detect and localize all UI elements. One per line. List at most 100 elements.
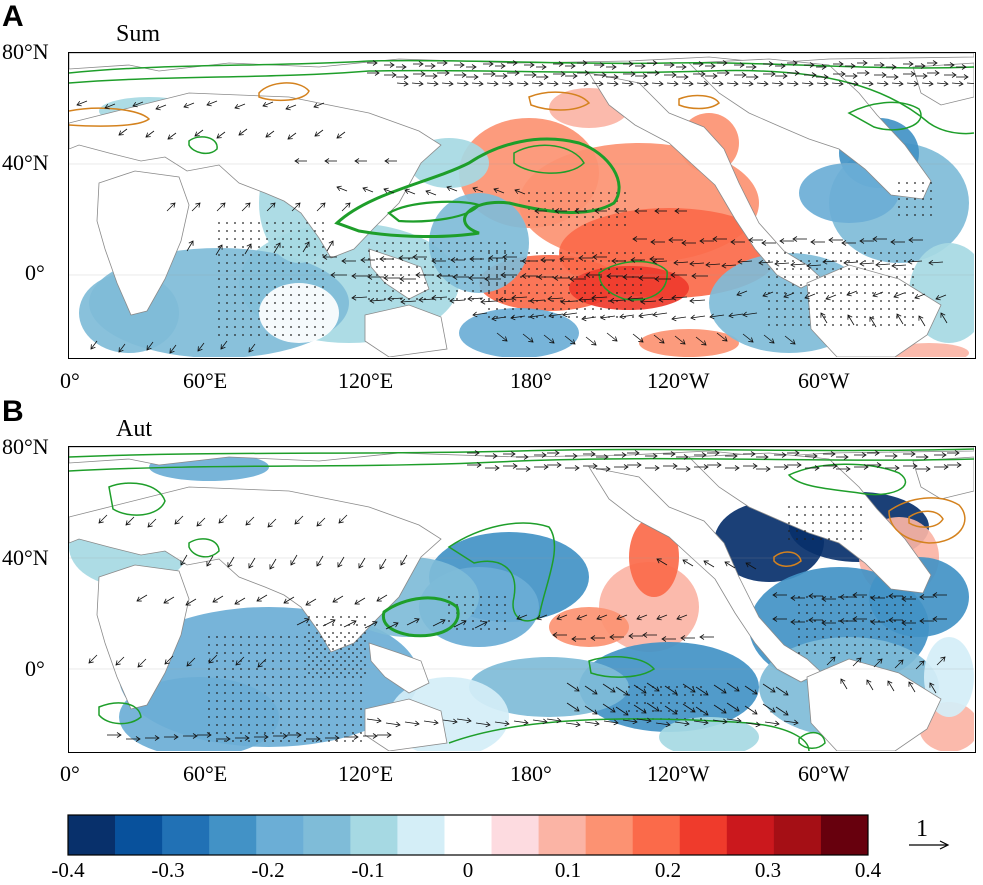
colorbar-swatch [773,815,822,855]
colorbar-swatch [491,815,539,855]
lon-label-60w-a: 60°W [798,368,850,393]
positive-contour [69,448,974,458]
lon-label-60e-a: 60°E [183,368,228,393]
land-mass [688,58,932,200]
colorbar-outline [67,814,869,856]
negative-contour [258,82,310,102]
colorbar-label-m02: -0.2 [251,858,285,882]
lon-label-60w-b: 60°W [798,761,850,786]
significance-dots [218,182,932,336]
wind-vectors [76,60,974,354]
positive-contour [847,101,922,131]
colorbar-label-02: 0.2 [654,858,682,882]
colorbar-swatch [256,815,304,855]
positive-contour [447,522,556,622]
anomaly-shading [259,283,339,343]
positive-contour [787,463,907,496]
negative-contour [528,91,591,111]
positive-contour [69,457,974,472]
colorbar-swatch [585,815,634,855]
anomaly-shading [459,308,579,357]
colorbar-swatch [350,815,398,855]
land-mass [368,642,430,694]
positive-contour [513,144,585,174]
colorbar-label-03: 0.3 [754,858,782,882]
colorbar-swatch [115,815,163,855]
season-label-summer: Sum [116,21,161,47]
land-mass [96,170,190,316]
colorbar-swatch [444,815,492,855]
negative-contour [888,497,966,544]
land-mass [912,62,974,106]
colorbar-swatch [209,815,257,855]
anomaly-shading [639,329,739,357]
lon-label-180-b: 180° [510,761,552,786]
positive-contour [588,656,656,678]
anomaly-shading [119,677,279,751]
colorbar-swatch [162,815,210,855]
negative-contour [908,510,944,528]
land-mass [96,564,190,710]
wind-vectors [88,450,962,742]
map-autumn [68,446,976,753]
land-mass [806,658,942,751]
lat-label-80n-b: 80°N [2,434,49,459]
lon-label-120w-b: 120°W [647,761,710,786]
lon-label-0-a: 0° [60,368,80,393]
land-mass [69,486,442,653]
land-mass [364,304,448,357]
anomaly-shading [629,517,679,597]
colorbar-label-m01: -0.1 [351,858,385,882]
colorbar-label-01: 0.1 [554,858,582,882]
map-summer-canvas [69,53,974,357]
lon-label-120e-b: 120°E [338,761,394,786]
map-summer [68,52,976,359]
lon-label-120w-a: 120°W [647,368,710,393]
colorbar-label-04: 0.4 [854,858,882,882]
colorbar-swatch [538,815,587,855]
negative-contour [773,551,802,567]
colorbar-swatch [68,815,116,855]
lat-label-0-b: 0° [25,656,45,681]
anomaly-shading [659,717,759,751]
negative-contour [69,107,151,127]
positive-contour [69,69,974,135]
positive-contour [387,200,481,223]
anomaly-shading [549,607,629,647]
colorbar [67,814,869,856]
positive-contour [188,538,220,558]
reference-vector-label: 1 [916,816,928,842]
lat-label-80n-a: 80°N [2,39,49,64]
map-autumn-canvas [69,447,974,751]
lat-label-40n-a: 40°N [2,150,49,175]
lat-label-0-a: 0° [25,260,45,285]
lon-label-180-a: 180° [510,368,552,393]
positive-contour [798,731,826,749]
colorbar-swatch [726,815,775,855]
colorbar-swatch [632,815,681,855]
land-mass [364,698,448,751]
land-mass [69,92,442,259]
land-mass [806,264,942,357]
colorbar-label-0: 0 [462,858,474,882]
colorbar-swatch [397,815,445,855]
positive-contour [69,59,974,74]
lon-label-0-b: 0° [60,761,80,786]
colorbar-swatch [820,815,869,855]
positive-contour [108,482,166,516]
reference-vector-arrow [909,840,950,850]
lon-label-120e-a: 120°E [338,368,394,393]
anomaly-shading [569,266,689,310]
negative-contour [678,94,720,110]
lon-label-60e-b: 60°E [183,761,228,786]
positive-contour [334,137,621,239]
land-mass [688,452,932,594]
colorbar-swatch [303,815,351,855]
panel-letter-a: A [2,0,24,33]
positive-contour [188,136,218,155]
colorbar-label-m03: -0.3 [151,858,185,882]
season-label-autumn: Aut [116,416,152,442]
positive-contour [448,718,810,751]
lat-label-40n-b: 40°N [2,545,49,570]
positive-contour [98,702,142,725]
